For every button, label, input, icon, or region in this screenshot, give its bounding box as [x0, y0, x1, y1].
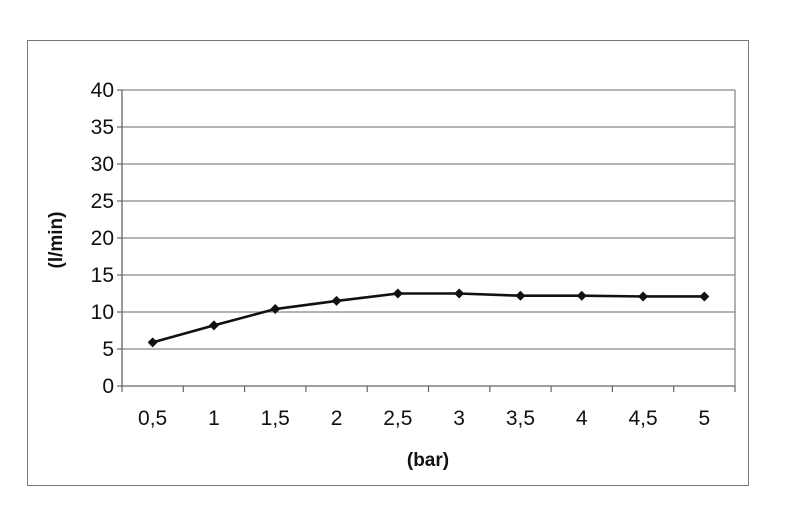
- y-tick-label: 40: [91, 79, 114, 102]
- x-tick-label: 0,5: [138, 407, 167, 430]
- x-tick-label: 4,5: [628, 407, 657, 430]
- data-point: [270, 304, 281, 315]
- data-point: [515, 290, 526, 301]
- data-point: [576, 290, 587, 301]
- y-tick-label: 5: [102, 338, 114, 361]
- y-tick-label: 25: [91, 190, 114, 213]
- data-point: [638, 291, 649, 302]
- chart-frame: [27, 40, 749, 486]
- series-line: [152, 292, 705, 344]
- data-point: [147, 337, 158, 348]
- data-point: [208, 320, 219, 331]
- x-tick-label: 4: [576, 407, 588, 430]
- x-tick-label: 2: [331, 407, 343, 430]
- y-tick-label: 20: [91, 227, 114, 250]
- y-tick-label: 0: [102, 375, 114, 398]
- data-point: [454, 288, 465, 299]
- data-point: [699, 291, 710, 302]
- x-tick-label: 1: [208, 407, 220, 430]
- y-tick-label: 10: [91, 301, 114, 324]
- x-axis-label: (bar): [407, 450, 449, 471]
- data-point: [392, 288, 403, 299]
- data-point: [331, 295, 342, 306]
- x-tick-label: 5: [699, 407, 711, 430]
- x-tick-label: 3: [453, 407, 465, 430]
- x-tick-label: 2,5: [383, 407, 412, 430]
- x-tick-label: 1,5: [261, 407, 290, 430]
- y-tick-label: 35: [91, 116, 114, 139]
- y-axis-label: (l/min): [46, 212, 67, 269]
- y-tick-label: 15: [91, 264, 114, 287]
- y-tick-label: 30: [91, 153, 114, 176]
- x-tick-label: 3,5: [506, 407, 535, 430]
